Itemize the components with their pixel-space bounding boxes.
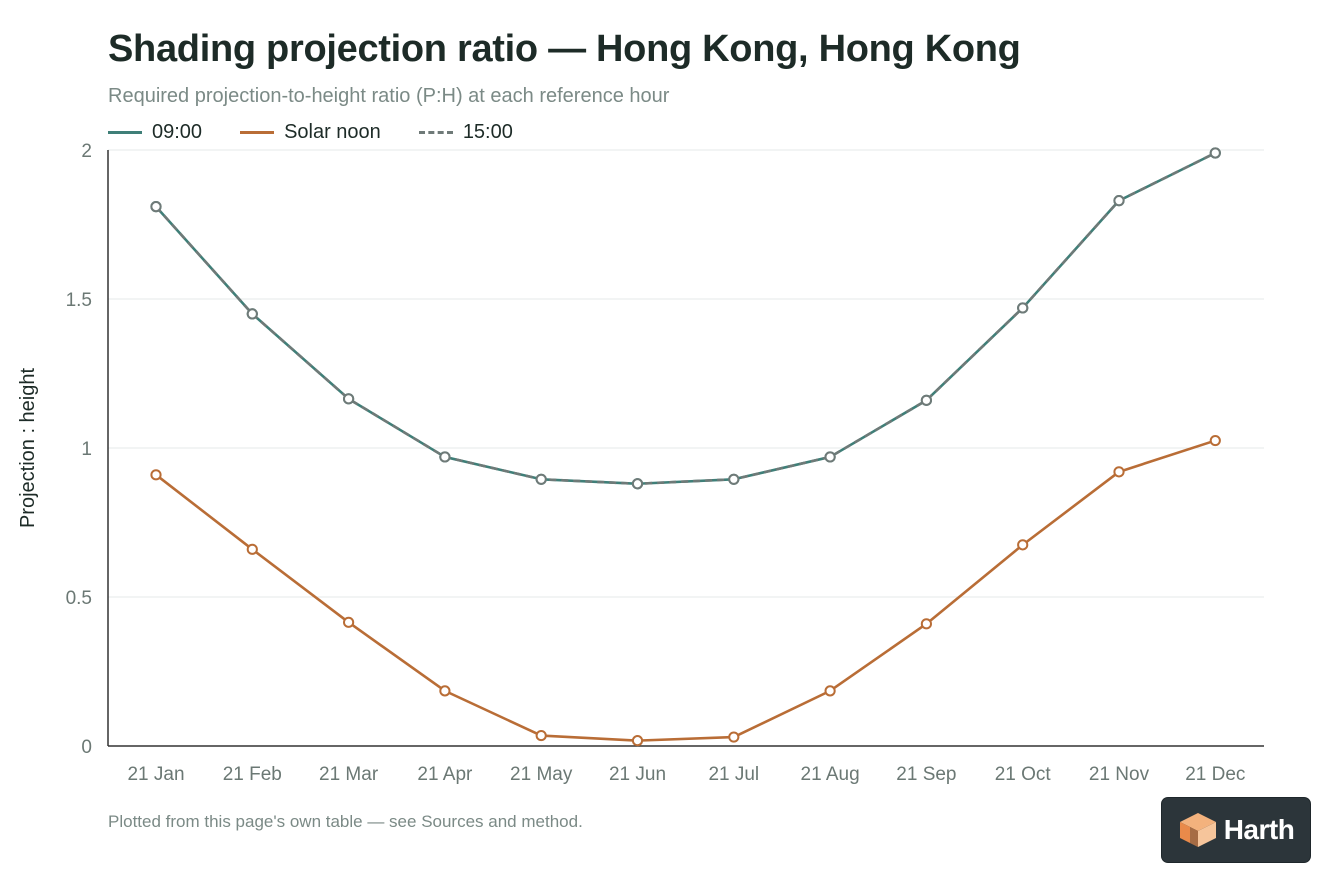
y-tick-label: 1.5 [66,290,92,311]
y-axis-label: Projection : height [17,368,39,529]
series-lines [155,151,1216,742]
y-tick-label: 0.5 [66,588,92,609]
y-tick-label: 2 [81,141,92,162]
data-point-s2-5[interactable] [631,478,644,490]
data-point-s1-8[interactable] [920,618,933,630]
x-tick-label: 21 Jul [708,764,759,785]
data-point-s2-2[interactable] [343,393,355,405]
data-point-s2-6[interactable] [728,473,740,485]
harth-logo-badge[interactable]: Harth [1162,798,1310,862]
chart-subtitle: Required projection-to-height ratio (P:H… [108,85,670,107]
harth-cube-logo-icon [1179,813,1216,847]
data-point-s2-0[interactable] [150,201,162,213]
legend-item-noon[interactable]: Solar noon [240,121,381,144]
data-point-s2-9[interactable] [1017,302,1029,314]
legend-swatch-am [108,130,142,134]
data-point-s2-11[interactable] [1209,147,1221,159]
legend-item-am[interactable]: 09:00 [108,121,202,144]
chart-title: Shading projection ratio — Hong Kong, Ho… [108,28,1021,70]
y-tick-label: 0 [81,737,92,758]
legend-label-noon: Solar noon [284,120,381,143]
data-point-s1-2[interactable] [343,616,355,628]
data-point-s2-1[interactable] [246,308,258,320]
legend-swatch-pm [418,130,453,134]
x-tick-label: 21 Apr [417,764,473,785]
axes [107,150,1264,747]
data-point-s2-3[interactable] [439,451,451,463]
x-tick-label: 21 Feb [223,764,282,785]
legend-label-pm: 15:00 [462,120,513,143]
data-point-s1-6[interactable] [728,731,740,743]
x-tick-label: 21 Dec [1185,764,1245,785]
data-point-s1-1[interactable] [246,543,258,555]
data-point-s1-0[interactable] [150,469,162,481]
data-point-s2-8[interactable] [920,394,933,406]
y-tick-labels: 0 0.5 1 1.5 2 [66,141,92,758]
x-tick-label: 21 Jun [609,764,666,785]
x-tick-label: 21 Sep [896,764,956,785]
x-tick-label: 21 Jan [127,764,184,785]
x-tick-label: 21 May [510,764,573,785]
x-tick-labels: 21 Jan 21 Feb 21 Mar 21 Apr 21 May 21 Jun 21 J… [127,764,1245,785]
gridlines [108,149,1264,598]
data-point-s1-10[interactable] [1113,466,1125,478]
x-tick-label: 21 Oct [995,764,1052,785]
x-tick-label: 21 Aug [801,764,860,785]
legend-item-pm[interactable]: 15:00 [418,120,513,144]
x-tick-label: 21 Mar [319,764,379,785]
legend-label-am: 09:00 [152,120,203,143]
series-points [150,147,1221,747]
data-point-s1-3[interactable] [439,685,451,697]
series-line-0 [155,151,1216,486]
data-point-s2-7[interactable] [824,451,836,463]
data-point-s1-9[interactable] [1017,539,1029,551]
logo-text: Harth [1223,814,1295,845]
y-tick-label: 1 [81,439,92,460]
chart-legend: 09:00 Solar noon 15:00 [108,118,551,146]
data-point-s1-5[interactable] [631,735,644,747]
legend-swatch-noon [240,130,275,134]
data-point-s1-7[interactable] [824,685,836,697]
series-line-1 [155,439,1216,742]
series-line-2 [155,151,1216,486]
data-point-s1-11[interactable] [1209,434,1221,447]
data-point-s2-10[interactable] [1113,195,1125,207]
data-point-s1-4[interactable] [535,729,547,742]
data-point-s2-4[interactable] [535,473,547,485]
footnote: Plotted from this page's own table — see… [108,812,583,831]
x-tick-label: 21 Nov [1089,764,1150,785]
